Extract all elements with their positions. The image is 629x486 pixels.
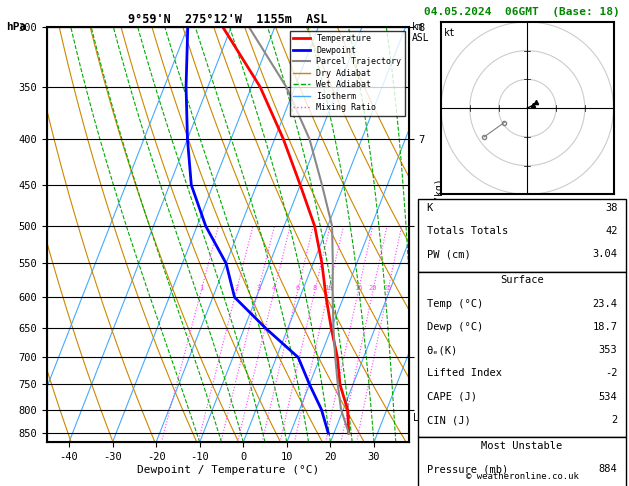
Text: © weatheronline.co.uk: © weatheronline.co.uk (465, 472, 579, 481)
Text: CAPE (J): CAPE (J) (426, 392, 477, 402)
Text: 25: 25 (384, 285, 392, 291)
Text: K: K (426, 203, 433, 213)
Text: 38: 38 (605, 203, 618, 213)
Title: 9°59'N  275°12'W  1155m  ASL: 9°59'N 275°12'W 1155m ASL (128, 13, 328, 26)
Text: Dewp (°C): Dewp (°C) (426, 322, 483, 332)
Text: -2: -2 (605, 368, 618, 379)
Text: 6: 6 (296, 285, 300, 291)
Text: Temp (°C): Temp (°C) (426, 298, 483, 309)
Text: 1: 1 (199, 285, 203, 291)
Text: LCL: LCL (413, 413, 431, 423)
X-axis label: Dewpoint / Temperature (°C): Dewpoint / Temperature (°C) (137, 465, 319, 475)
Text: 3: 3 (256, 285, 260, 291)
Bar (418, 199, 626, 272)
Text: PW (cm): PW (cm) (426, 249, 470, 260)
Text: 20: 20 (369, 285, 377, 291)
Text: kt: kt (444, 28, 455, 37)
Text: 3.04: 3.04 (593, 249, 618, 260)
Text: Mixing Ratio (g/kg): Mixing Ratio (g/kg) (435, 179, 445, 290)
Text: Most Unstable: Most Unstable (481, 441, 563, 451)
Text: Pressure (mb): Pressure (mb) (426, 464, 508, 474)
Bar (418, 437, 626, 486)
Text: 10: 10 (325, 285, 333, 291)
Text: hPa: hPa (6, 22, 26, 32)
Text: CIN (J): CIN (J) (426, 415, 470, 425)
Text: 16: 16 (354, 285, 363, 291)
Text: 18.7: 18.7 (593, 322, 618, 332)
Text: 23.4: 23.4 (593, 298, 618, 309)
Text: 884: 884 (599, 464, 618, 474)
Text: Surface: Surface (500, 275, 544, 285)
Text: 534: 534 (599, 392, 618, 402)
Legend: Temperature, Dewpoint, Parcel Trajectory, Dry Adiabat, Wet Adiabat, Isotherm, Mi: Temperature, Dewpoint, Parcel Trajectory… (290, 31, 404, 116)
Text: 2: 2 (235, 285, 238, 291)
Text: 04.05.2024  06GMT  (Base: 18): 04.05.2024 06GMT (Base: 18) (424, 7, 620, 17)
Text: 42: 42 (605, 226, 618, 236)
Text: θₑ(K): θₑ(K) (426, 345, 458, 355)
Text: Lifted Index: Lifted Index (426, 368, 501, 379)
Text: 353: 353 (599, 345, 618, 355)
Text: km
ASL: km ASL (412, 22, 430, 43)
Text: 8: 8 (313, 285, 317, 291)
Text: 4: 4 (272, 285, 276, 291)
Bar (418, 272, 626, 437)
Text: Totals Totals: Totals Totals (426, 226, 508, 236)
Text: 2: 2 (611, 415, 618, 425)
